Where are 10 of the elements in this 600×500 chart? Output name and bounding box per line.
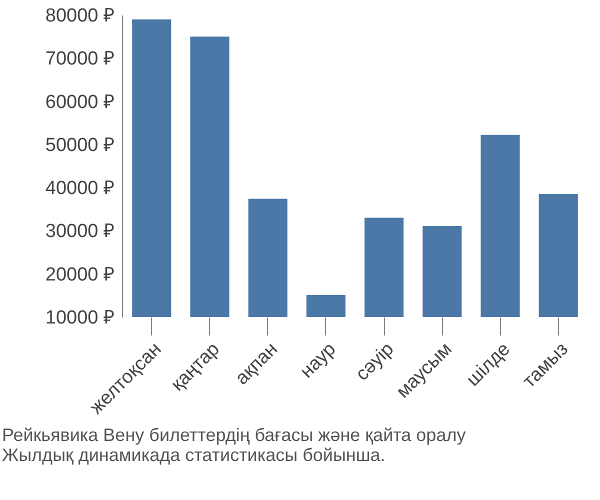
y-tick-label: 40000 ₽ <box>45 178 114 200</box>
text: Рейкьявика Вену билеттердің бағасы және қайта оралу <box>2 425 466 446</box>
y-tick-label: 80000 ₽ <box>45 6 114 26</box>
y-tick-label: 30000 ₽ <box>45 221 114 242</box>
text: Жылдық динамикада статистикасы бойынша. <box>2 445 386 466</box>
y-tick-label: 60000 ₽ <box>45 92 114 113</box>
y-tick-label: 20000 ₽ <box>45 264 114 286</box>
y-tick-label: 10000 ₽ <box>45 308 114 328</box>
y-tick-label: 70000 ₽ <box>45 48 114 70</box>
y-tick-label: 50000 ₽ <box>45 134 114 156</box>
